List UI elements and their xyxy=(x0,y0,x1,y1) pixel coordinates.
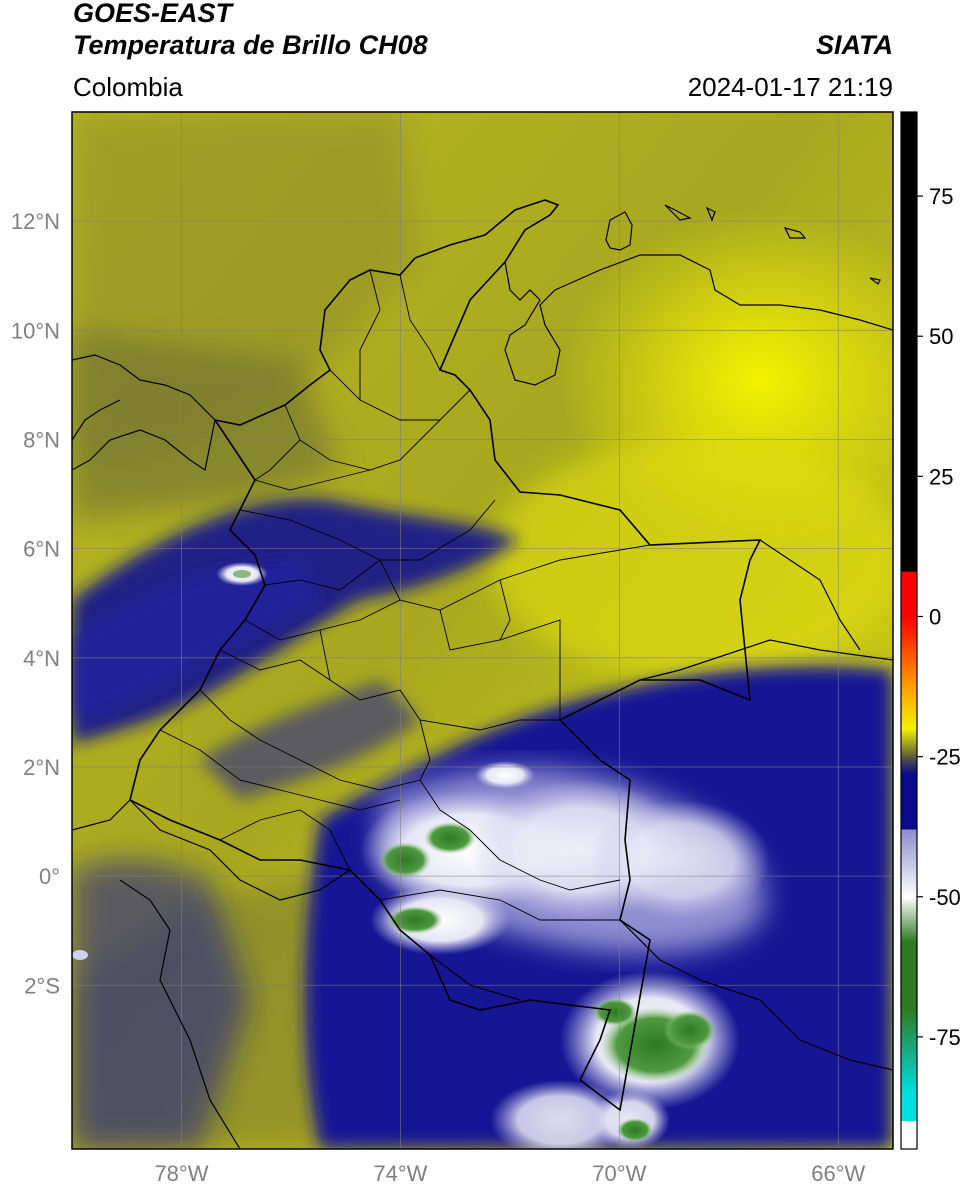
colorbar-segment xyxy=(901,829,917,898)
lat-tick-label: 8°N xyxy=(23,427,60,452)
satellite-title: GOES-EAST xyxy=(73,0,233,28)
region-label: Colombia xyxy=(73,72,183,102)
brightness-temperature-imagery xyxy=(72,112,893,1149)
colorbar-segment xyxy=(901,896,917,943)
organization-label: SIATA xyxy=(816,30,893,60)
brazil-border xyxy=(619,919,893,1071)
lat-tick-label: 2°N xyxy=(23,755,60,780)
colorbar-segment xyxy=(901,112,917,573)
lat-tick-label: 0° xyxy=(39,864,60,889)
colorbar-segment xyxy=(901,1008,917,1094)
colorbar-segment xyxy=(901,571,917,617)
lon-tick-label: 74°W xyxy=(373,1161,427,1186)
colorbar-segment xyxy=(901,756,917,774)
colorbar-segment xyxy=(901,1120,917,1150)
lon-tick-label: 66°W xyxy=(811,1161,865,1186)
colorbar-tick-label: -25 xyxy=(929,745,961,770)
lat-tick-label: 6°N xyxy=(23,537,60,562)
longitude-labels: 78°W 74°W 70°W 66°W xyxy=(154,1161,865,1186)
lon-tick-label: 70°W xyxy=(592,1161,646,1186)
colorbar-frame xyxy=(900,111,918,1150)
lat-tick-label: 2°S xyxy=(24,973,60,998)
latitude-labels: 12°N 10°N 8°N 6°N 4°N 2°N 0° 2°S xyxy=(11,209,60,998)
colorbar-ticks: 75 50 25 0 -25 -50 -75 xyxy=(917,184,961,1050)
colorbar-segment xyxy=(901,616,917,685)
colorbar-tick-label: 75 xyxy=(929,184,953,209)
lat-tick-label: 4°N xyxy=(23,646,60,671)
lat-tick-label: 12°N xyxy=(11,209,60,234)
colorbar: 75 50 25 0 -25 -50 -75 xyxy=(900,111,961,1150)
lat-tick-label: 10°N xyxy=(11,318,60,343)
boundaries xyxy=(72,199,893,1149)
map-frame xyxy=(71,111,894,1150)
colorbar-segment xyxy=(901,728,917,758)
product-title: Temperatura de Brillo CH08 xyxy=(73,30,428,60)
colorbar-tick-label: -50 xyxy=(929,885,961,910)
colorbar-segment xyxy=(901,773,917,830)
colorbar-segment xyxy=(901,941,917,1010)
lon-tick-label: 78°W xyxy=(154,1161,208,1186)
colorbar-segment xyxy=(901,1092,917,1122)
colorbar-tick-label: 25 xyxy=(929,464,953,489)
paraguana xyxy=(605,211,633,251)
colorbar-tick-label: 50 xyxy=(929,324,953,349)
datetime-label: 2024-01-17 21:19 xyxy=(687,72,893,102)
colorbar-tick-label: 0 xyxy=(929,604,941,629)
venezuela-coast xyxy=(504,254,893,386)
ecuador-peru-border xyxy=(129,799,351,901)
panama-coast xyxy=(72,354,216,421)
colorbar-segment xyxy=(901,683,917,730)
colorbar-tick-label: -75 xyxy=(929,1025,961,1050)
